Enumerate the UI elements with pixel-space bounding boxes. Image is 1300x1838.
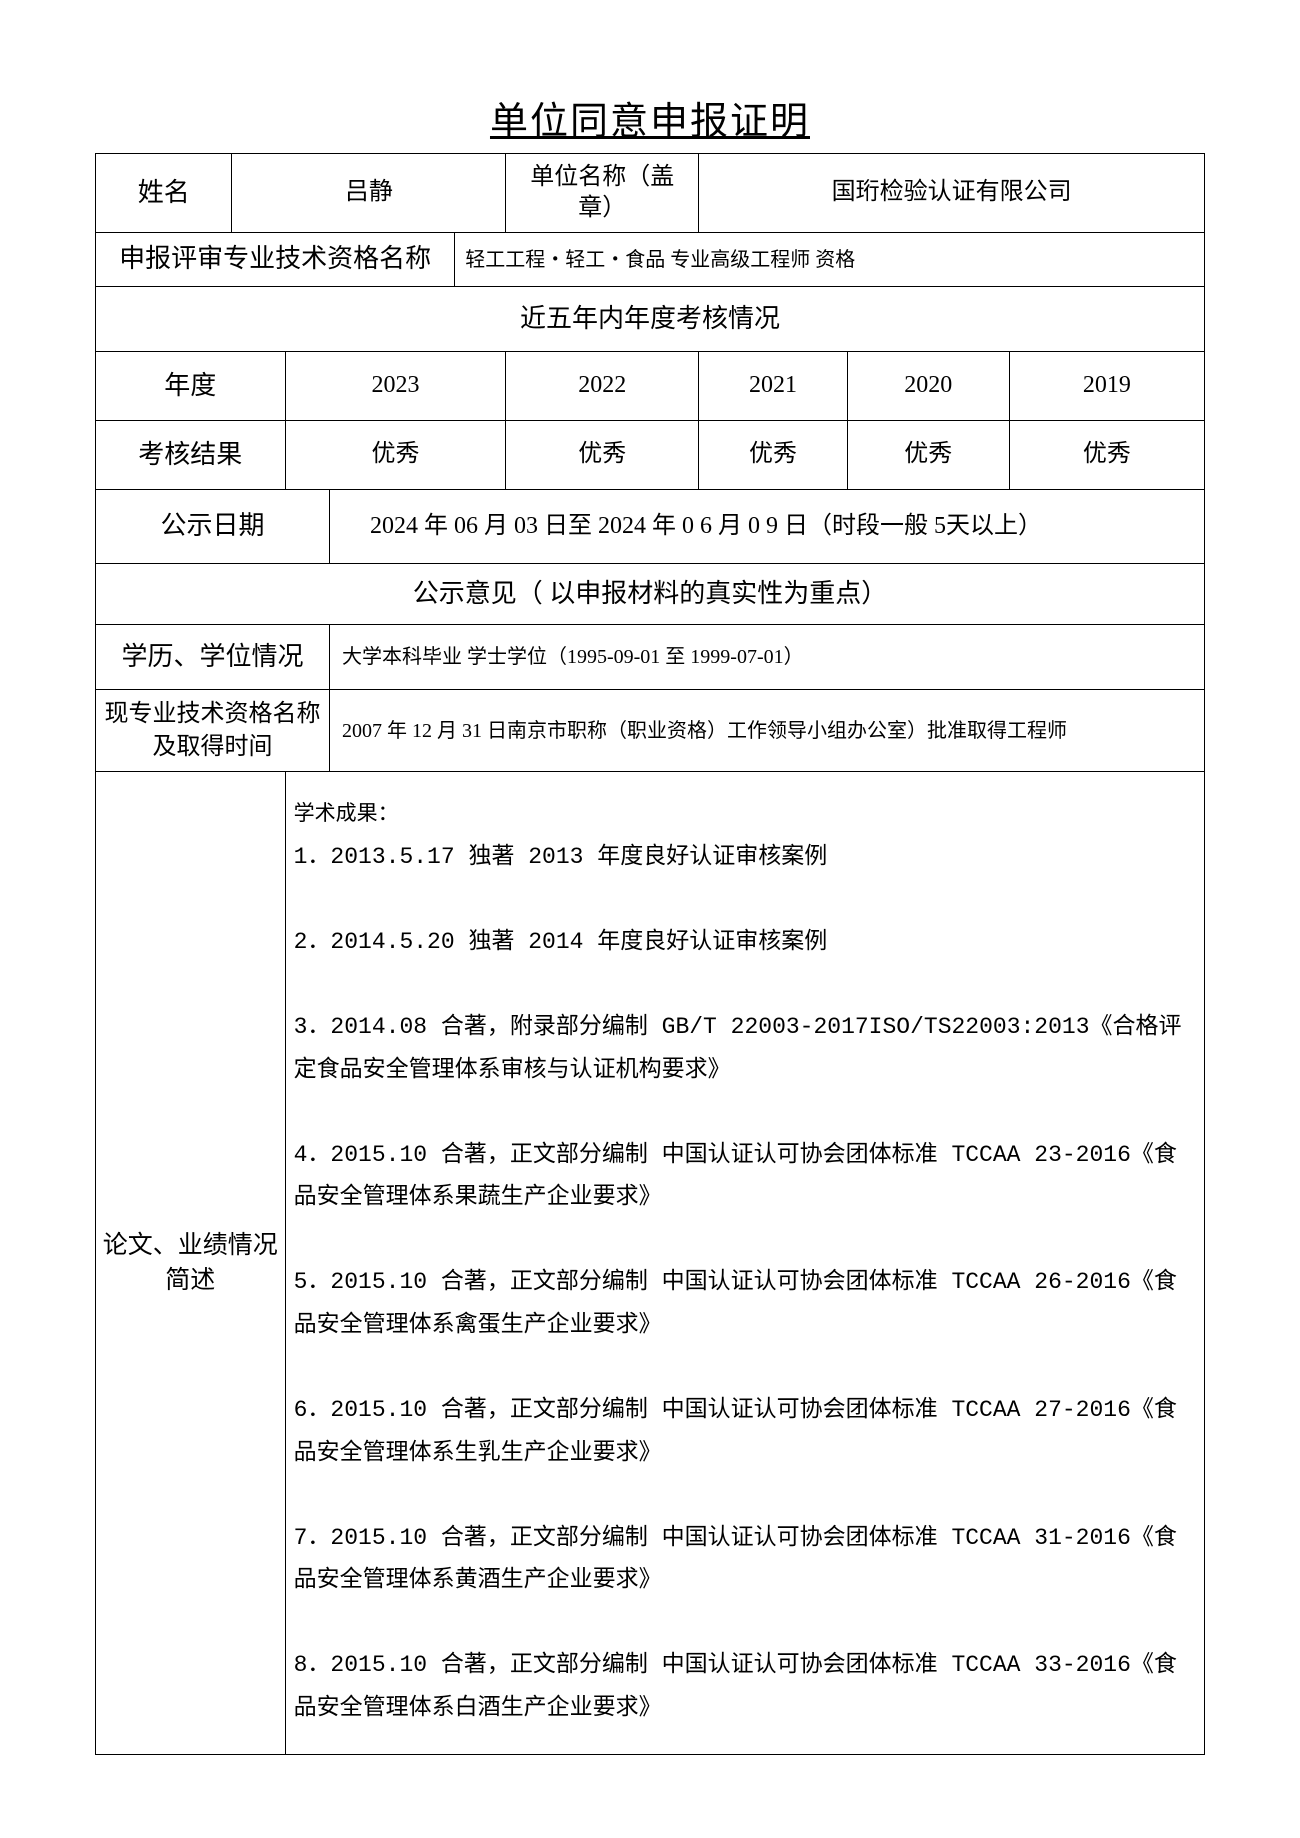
achievements-header: 学术成果： (294, 797, 1196, 836)
page-title: 单位同意申报证明 (95, 90, 1205, 145)
year-label: 年度 (96, 352, 286, 421)
result-2023: 优秀 (285, 421, 506, 490)
achievement-item-6: 6．2015.10 合著，正文部分编制 中国认证认可协会团体标准 TCCAA 2… (294, 1389, 1196, 1474)
year-2020: 2020 (847, 352, 1009, 421)
name-label: 姓名 (96, 154, 232, 233)
qual-value: 轻工工程・轻工・食品 专业高级工程师 资格 (455, 233, 1205, 286)
publicity-opinion-header: 公示意见（ 以申报材料的真实性为重点） (96, 563, 1205, 624)
achievement-item-2: 2．2014.5.20 独著 2014 年度良好认证审核案例 (294, 921, 1196, 964)
form-table: 姓名 吕静 单位名称（盖章） 国珩检验认证有限公司 申报评审专业技术资格名称 轻… (95, 153, 1205, 1755)
education-label: 学历、学位情况 (96, 624, 330, 689)
qual-label: 申报评审专业技术资格名称 (96, 233, 455, 286)
achievement-item-7: 7．2015.10 合著，正文部分编制 中国认证认可协会团体标准 TCCAA 3… (294, 1517, 1196, 1602)
result-2019: 优秀 (1009, 421, 1204, 490)
year-2022: 2022 (506, 352, 699, 421)
document-page: 单位同意申报证明 姓名 吕静 单位名称（盖章） 国珩检验认证有限公司 申报评审专… (0, 0, 1300, 1838)
name-value: 吕静 (232, 154, 506, 233)
achievement-item-5: 5．2015.10 合著，正文部分编制 中国认证认可协会团体标准 TCCAA 2… (294, 1261, 1196, 1346)
result-label: 考核结果 (96, 421, 286, 490)
publicity-date-value: 2024 年 06 月 03 日至 2024 年 0 6 月 0 9 日（时段一… (329, 490, 1204, 563)
achievement-item-4: 4．2015.10 合著，正文部分编制 中国认证认可协会团体标准 TCCAA 2… (294, 1134, 1196, 1219)
year-2019: 2019 (1009, 352, 1204, 421)
result-2022: 优秀 (506, 421, 699, 490)
result-2020: 优秀 (847, 421, 1009, 490)
year-2023: 2023 (285, 352, 506, 421)
achievement-item-3: 3．2014.08 合著，附录部分编制 GB/T 22003-2017ISO/T… (294, 1006, 1196, 1091)
result-2021: 优秀 (699, 421, 848, 490)
achievements-cell: 学术成果： 1．2013.5.17 独著 2013 年度良好认证审核案例 2．2… (285, 772, 1204, 1755)
year-2021: 2021 (699, 352, 848, 421)
current-title-value: 2007 年 12 月 31 日南京市职称（职业资格）工作领导小组办公室）批准取… (329, 690, 1204, 772)
current-title-label: 现专业技术资格名称及取得时间 (96, 690, 330, 772)
unit-value: 国珩检验认证有限公司 (699, 154, 1205, 233)
unit-label: 单位名称（盖章） (506, 154, 699, 233)
assessment-header: 近五年内年度考核情况 (96, 286, 1205, 351)
education-value: 大学本科毕业 学士学位（1995-09-01 至 1999-07-01） (329, 624, 1204, 689)
achievement-item-8: 8．2015.10 合著，正文部分编制 中国认证认可协会团体标准 TCCAA 3… (294, 1644, 1196, 1729)
achievement-item-1: 1．2013.5.17 独著 2013 年度良好认证审核案例 (294, 836, 1196, 879)
achievements-label: 论文、业绩情况简述 (96, 772, 286, 1755)
publicity-date-label: 公示日期 (96, 490, 330, 563)
